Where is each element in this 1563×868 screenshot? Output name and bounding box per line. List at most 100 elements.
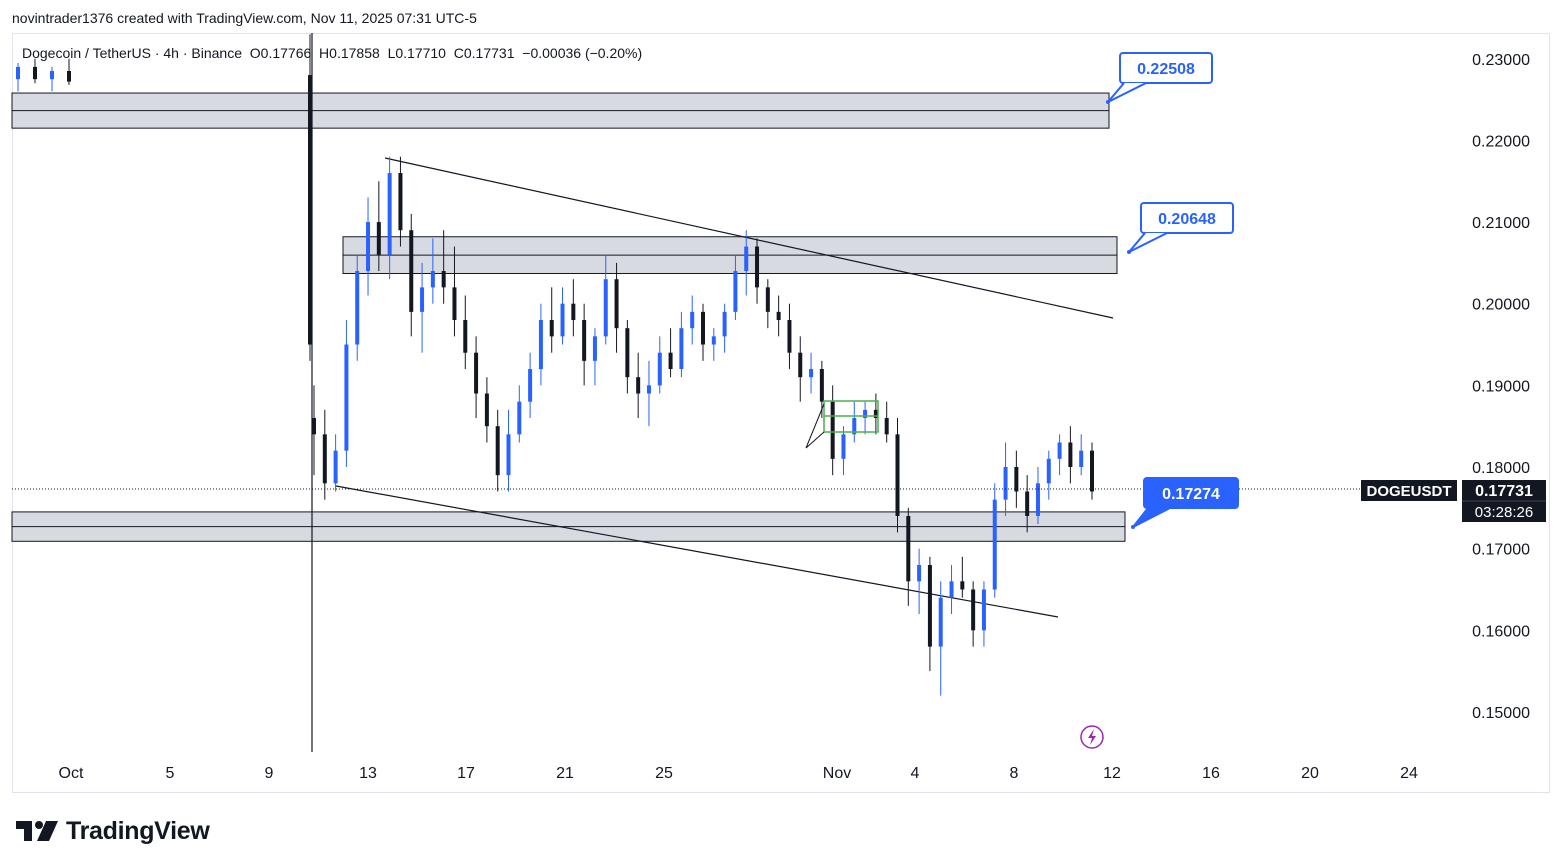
lower-trendline [335, 485, 1059, 618]
candle [755, 246, 760, 288]
early-candle [16, 66, 20, 80]
candle [1014, 467, 1019, 492]
y-tick-label: 0.20000 [1472, 297, 1530, 314]
candle [1068, 442, 1073, 467]
candle [603, 279, 608, 337]
candle [873, 409, 878, 419]
candle [733, 271, 738, 312]
candle [308, 75, 312, 345]
tv-logo-icon [16, 821, 58, 841]
candle [582, 320, 587, 361]
candle [798, 352, 803, 378]
candle [506, 434, 511, 476]
x-tick-label: Nov [823, 765, 851, 782]
price-callout-pointer [1128, 232, 1168, 253]
upper-trendline [384, 157, 1114, 319]
close-value: 0.17731 [463, 45, 515, 61]
candle [474, 352, 479, 394]
countdown-tag: 03:28:26 [1475, 504, 1533, 521]
candle [765, 287, 770, 312]
y-tick-label: 0.21000 [1472, 215, 1530, 232]
price-callout-label: 0.22508 [1137, 61, 1195, 78]
y-tick-label: 0.16000 [1472, 623, 1530, 640]
early-candle [33, 66, 37, 80]
chart-creator-caption: novintrader1376 created with TradingView… [12, 10, 477, 26]
chart-frame [12, 33, 1550, 793]
candle [971, 589, 976, 631]
y-tick-label: 0.22000 [1472, 133, 1530, 150]
y-tick-label: 0.19000 [1472, 378, 1530, 395]
candle [668, 352, 673, 370]
candle [517, 401, 522, 435]
y-tick-label: 0.23000 [1472, 52, 1530, 69]
price-callout-label: 0.17274 [1162, 486, 1220, 503]
candle [819, 369, 824, 402]
candle [387, 173, 392, 255]
trendlines-layer [335, 157, 1114, 618]
candle [830, 401, 835, 459]
candle [322, 434, 327, 484]
price-callout-pointer [1132, 507, 1171, 528]
open-label: O [249, 45, 261, 61]
x-tick-label: 4 [911, 765, 920, 782]
candle [895, 434, 900, 516]
candle [906, 515, 911, 582]
candle [344, 344, 349, 451]
overlay-layer [12, 33, 1458, 752]
candle [960, 581, 965, 590]
x-tick-label: 12 [1103, 765, 1121, 782]
candle [495, 426, 500, 476]
candle [711, 336, 716, 345]
candle [560, 303, 565, 337]
candle [690, 311, 695, 329]
price-callout-anchor [1127, 250, 1131, 254]
x-tick-label: Oct [59, 765, 84, 782]
candle [722, 311, 727, 337]
candle [333, 450, 338, 484]
tradingview-wordmark: TradingView [66, 816, 210, 845]
candle [409, 230, 414, 312]
price-callout-label: 0.20648 [1158, 211, 1216, 228]
x-tick-label: 25 [655, 765, 673, 782]
early-candle [67, 70, 71, 82]
candles-layer [16, 34, 1094, 696]
candle [884, 418, 889, 435]
tradingview-logo[interactable]: TradingView [16, 814, 210, 848]
candle [949, 581, 954, 598]
price-callout-box [1119, 52, 1213, 84]
y-tick-label: 0.15000 [1472, 705, 1530, 722]
candle [646, 385, 651, 394]
candle [355, 271, 360, 345]
x-tick-label: 24 [1400, 765, 1418, 782]
symbol-tag: DOGEUSDT [1366, 483, 1451, 500]
candle [1035, 483, 1040, 516]
candle [592, 336, 597, 361]
candle [312, 418, 316, 435]
price-callout-box [1143, 477, 1239, 509]
x-tick-label: 9 [265, 765, 274, 782]
candle [744, 246, 749, 272]
low-value: 0.17710 [395, 45, 446, 61]
symbol-legend: Dogecoin / TetherUS · 4h · Binance O 0.17… [22, 45, 642, 61]
high-label: H [319, 45, 330, 61]
candle [1046, 458, 1051, 484]
candle [366, 222, 371, 272]
candle [636, 377, 641, 394]
candle [917, 564, 922, 582]
price-callout-anchor [1131, 525, 1135, 529]
symbol-name: Dogecoin / TetherUS · 4h · Binance [22, 45, 242, 61]
candle [927, 564, 932, 647]
labels-layer: 0.22508 0.20648 0.17274 [1106, 52, 1239, 529]
candle [452, 287, 457, 321]
close-label: C [453, 45, 464, 61]
candle [776, 311, 781, 321]
change-value: −0.00036 (−0.20%) [522, 45, 643, 61]
candle [1025, 491, 1030, 516]
candle [625, 328, 630, 378]
high-value: 0.17858 [329, 45, 380, 61]
candle [571, 303, 576, 321]
low-label: L [387, 45, 396, 61]
lightning-icon [1080, 725, 1104, 749]
candle [981, 589, 986, 631]
